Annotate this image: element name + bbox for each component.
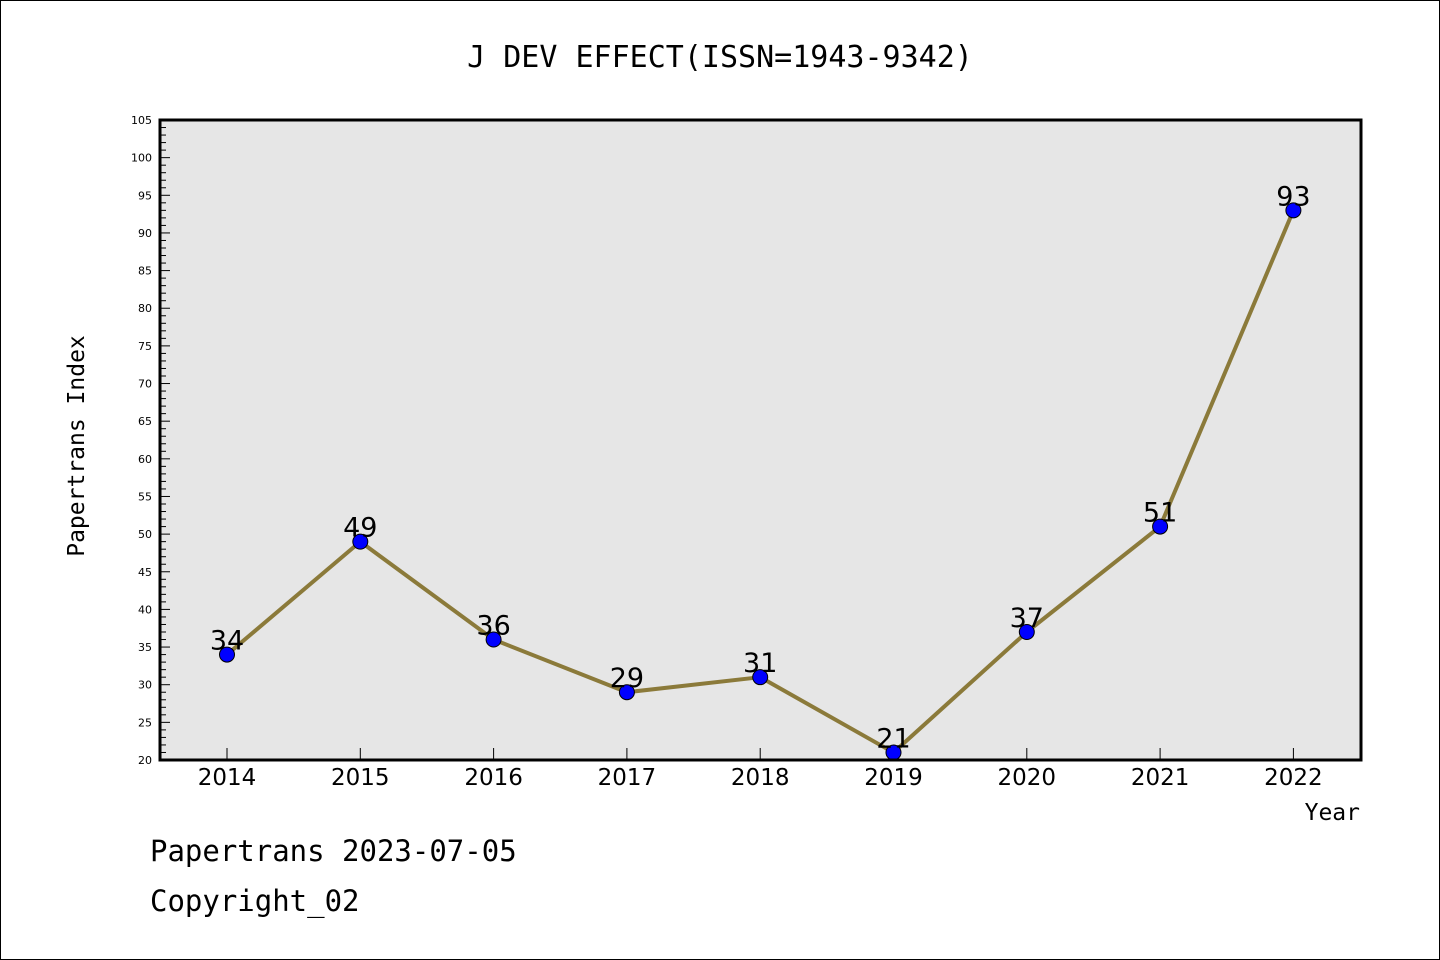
y-tick-label: 70 (138, 378, 152, 391)
data-label: 29 (610, 663, 644, 694)
y-tick-label: 60 (138, 453, 152, 466)
y-tick-label: 105 (131, 114, 152, 127)
data-label: 36 (476, 611, 510, 642)
x-tick-label: 2022 (1264, 765, 1323, 791)
x-axis-title: Year (1305, 800, 1360, 826)
footer-date: Papertrans 2023-07-05 (150, 834, 517, 868)
y-tick-label: 45 (138, 566, 152, 579)
y-tick-label: 20 (138, 754, 152, 767)
y-tick-label: 90 (138, 227, 152, 240)
y-tick-label: 75 (138, 340, 152, 353)
y-tick-label: 35 (138, 641, 152, 654)
y-axis-title: Papertrans Index (64, 335, 90, 557)
chart-title: J DEV EFFECT(ISSN=1943-9342) (467, 40, 973, 75)
data-point (1152, 518, 1169, 535)
data-label: 93 (1276, 181, 1310, 212)
y-tick-label: 65 (138, 415, 152, 428)
x-tick-label: 2016 (464, 765, 523, 791)
x-axis-ticks: 2014 2015 2016 2017 2018 2019 2020 2021 2022 (198, 748, 1323, 791)
x-tick-label: 2021 (1131, 765, 1190, 791)
y-tick-label: 55 (138, 490, 152, 503)
footer-copyright: Copyright_02 (150, 884, 360, 918)
x-tick-label: 2018 (731, 765, 790, 791)
data-point (618, 684, 635, 701)
data-point (352, 533, 369, 550)
data-label: 51 (1143, 498, 1177, 529)
x-tick-label: 2020 (998, 765, 1057, 791)
y-tick-label: 25 (138, 716, 152, 729)
data-point (219, 646, 235, 663)
data-point (485, 631, 502, 648)
data-label: 37 (1010, 603, 1044, 634)
data-point (1018, 624, 1035, 640)
y-axis-ticks: 20 25 30 35 40 45 50 55 60 65 70 75 80 85 90 95 100 105 (131, 114, 170, 767)
data-label: 49 (343, 513, 377, 544)
data-point (752, 669, 769, 686)
data-point (1285, 202, 1302, 219)
y-tick-label: 95 (138, 189, 152, 202)
series-layer: 34 49 36 29 31 21 37 51 93 (210, 181, 1311, 761)
data-label: 34 (210, 626, 244, 657)
y-tick-label: 30 (138, 679, 152, 692)
data-label: 31 (743, 648, 777, 679)
x-tick-label: 2017 (598, 765, 657, 791)
y-tick-label: 50 (138, 528, 152, 541)
x-tick-label: 2019 (864, 765, 923, 791)
y-tick-label: 100 (131, 152, 152, 165)
x-tick-label: 2015 (331, 765, 390, 791)
plot-border (158, 118, 1363, 762)
plot-area (160, 120, 1361, 760)
y-tick-label: 40 (138, 603, 152, 616)
y-tick-label: 85 (138, 265, 152, 278)
data-label: 21 (876, 723, 910, 754)
x-tick-label: 2014 (198, 765, 257, 791)
y-tick-label: 80 (138, 302, 152, 315)
